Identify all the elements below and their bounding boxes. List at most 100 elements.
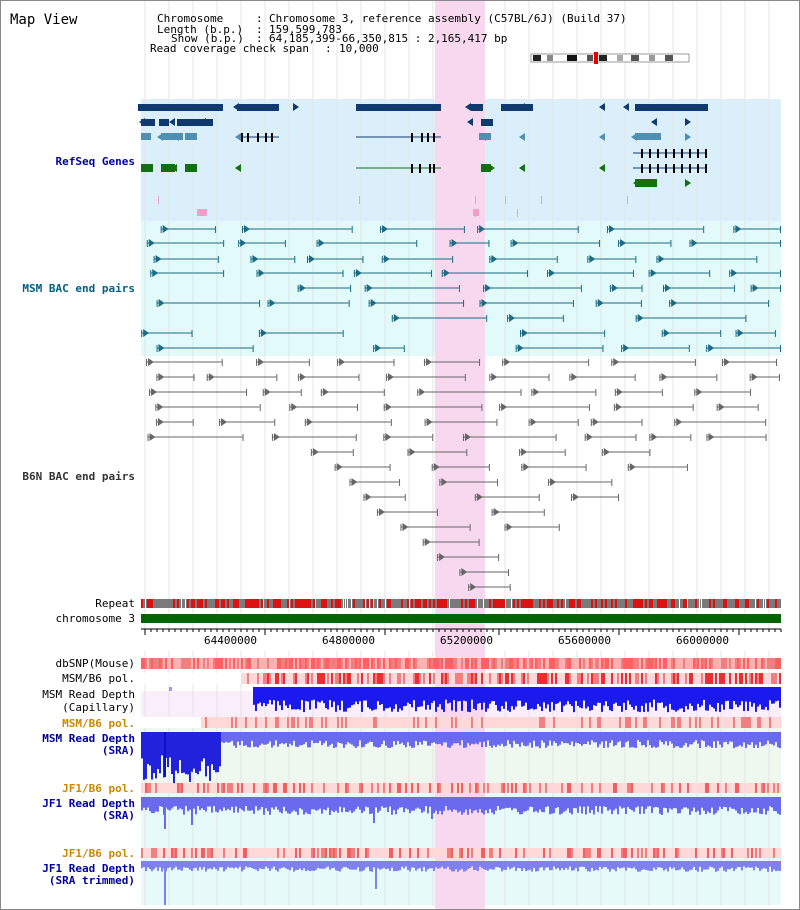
jf1-trim-depth-bar xyxy=(663,861,665,871)
msm-capillary-depth-bar xyxy=(387,687,389,709)
jf1-depth-bar xyxy=(405,797,407,809)
msm-b6-pol2-cell xyxy=(635,717,637,728)
jf1-b6-pol-cell xyxy=(743,783,745,793)
msm-sra-depth-bar xyxy=(681,732,683,748)
msm-sra-depth-bar xyxy=(655,732,657,748)
msm-sra-depth-bar xyxy=(155,732,157,779)
repeat-gap xyxy=(185,599,186,608)
jf1-b6-pol2-cell xyxy=(689,848,691,858)
jf1-depth-bar xyxy=(225,797,227,811)
jf1-b6-pol2-cell xyxy=(735,848,737,858)
jf1-trim-depth-bar xyxy=(409,861,411,872)
jf1-trim-depth-bar xyxy=(527,861,529,871)
msm-b6-pol2-cell xyxy=(391,717,393,728)
repeat-element xyxy=(173,599,175,608)
ideogram-band xyxy=(587,55,593,61)
jf1-b6-pol-cell xyxy=(747,783,749,793)
jf1-b6-pol2-cell xyxy=(557,848,559,858)
b6n-bac-pair-cap xyxy=(352,449,354,456)
msm-sra-depth-bar xyxy=(347,732,349,743)
msm-sra-depth-bar xyxy=(755,732,757,745)
jf1-b6-pol2-cell xyxy=(467,848,469,858)
jf1-b6-pol-cell xyxy=(437,783,439,793)
jf1-b6-pol-cell xyxy=(629,783,631,793)
header-show-value: 64,185,399-66,350,815 : 2,165,417 bp xyxy=(269,32,508,45)
msm-b6-pol2-cell xyxy=(425,717,427,728)
msm-b6-pol2-cell xyxy=(239,717,241,728)
msm-b6-pol-cell xyxy=(603,673,605,684)
msm-b6-pol-cell xyxy=(569,673,571,684)
msm-b6-pol-cell xyxy=(571,673,573,684)
msm-b6-pol2-cell xyxy=(219,717,221,728)
refseq-gene-arrow xyxy=(599,133,605,141)
jf1-trim-depth-bar xyxy=(671,861,673,869)
msm-sra-depth-bar xyxy=(331,732,333,744)
jf1-b6-pol2-cell xyxy=(733,848,735,858)
jf1-depth-bar xyxy=(533,797,535,813)
msm-b6-pol2-cell xyxy=(583,717,585,728)
msm-capillary-depth-bar xyxy=(747,687,749,711)
dbsnp-cell xyxy=(517,658,519,669)
dbsnp-cell xyxy=(307,658,309,669)
msm-b6-pol2-cell xyxy=(375,717,377,728)
dbsnp-cell xyxy=(179,658,181,669)
dbsnp-cell xyxy=(437,658,439,669)
jf1-depth-bar xyxy=(693,797,695,808)
msm-b6-pol-cell xyxy=(275,673,277,684)
msm-b6-pol-cell xyxy=(625,673,627,684)
track-label-b6n-bac[interactable]: B6N BAC end pairs xyxy=(22,470,135,483)
track-label-msm-depth-cap-2: (Capillary) xyxy=(62,701,135,714)
repeat-element xyxy=(683,599,685,608)
b6n-bac-pair-cap xyxy=(206,374,208,381)
jf1-depth-bar xyxy=(609,797,611,810)
jf1-trim-depth-bar xyxy=(173,861,175,869)
msm-capillary-depth-bar xyxy=(639,687,641,712)
b6n-bac-pair-cap xyxy=(749,374,751,381)
jf1-b6-pol2-cell xyxy=(303,848,305,858)
track-label-refseq[interactable]: RefSeq Genes xyxy=(55,155,135,168)
msm-b6-pol2-cell xyxy=(445,717,447,728)
msm-capillary-depth-bar xyxy=(345,687,347,712)
jf1-b6-pol2-cell xyxy=(305,848,307,858)
msm-capillary-depth-bar xyxy=(541,687,543,712)
jf1-depth-bar xyxy=(539,797,541,810)
msm-b6-pol-cell xyxy=(273,673,275,684)
jf1-b6-pol-cell xyxy=(773,783,775,793)
b6n-bac-pair-cap xyxy=(355,434,357,441)
msm-capillary-depth-bar xyxy=(457,687,459,702)
b6n-bac-pair-cap xyxy=(422,539,424,546)
msm-b6-pol2-cell xyxy=(571,717,573,728)
dbsnp-cell xyxy=(539,658,541,669)
jf1-b6-pol2-cell xyxy=(145,848,147,858)
track-label-msm-b6-pol-1: MSM/B6 pol. xyxy=(62,672,135,685)
jf1-depth-bar xyxy=(445,797,447,807)
jf1-b6-pol2-cell xyxy=(317,848,319,858)
msm-b6-pol-cell xyxy=(425,673,427,684)
jf1-depth-bar xyxy=(337,797,339,813)
msm-capillary-depth-bar xyxy=(355,687,357,702)
jf1-depth-bar xyxy=(543,797,545,813)
track-label-msm-bac[interactable]: MSM BAC end pairs xyxy=(22,282,135,295)
jf1-b6-pol2-cell xyxy=(179,848,181,858)
msm-sra-depth-bar xyxy=(235,732,237,748)
jf1-b6-pol-cell xyxy=(537,783,539,793)
msm-b6-pol2-cell xyxy=(367,717,369,728)
msm-bac-pair-end xyxy=(370,299,377,307)
jf1-depth-bar xyxy=(645,797,647,809)
jf1-b6-pol2-cell xyxy=(411,848,413,858)
msm-b6-pol2-cell xyxy=(321,717,323,728)
dbsnp-cell xyxy=(525,658,527,669)
msm-sra-depth-bar xyxy=(573,732,575,747)
jf1-depth-bar xyxy=(275,797,277,807)
jf1-b6-pol2-cell xyxy=(649,848,651,858)
msm-capillary-depth-bar xyxy=(707,687,709,711)
jf1-depth-bar xyxy=(393,797,395,811)
repeat-element xyxy=(287,599,289,608)
msm-capillary-depth-bar xyxy=(497,687,499,711)
jf1-b6-pol-cell xyxy=(493,783,495,793)
jf1-trim-depth-bar xyxy=(715,861,717,872)
chromosome-bar xyxy=(141,614,781,623)
msm-sra-depth-bar xyxy=(301,732,303,746)
msm-bac-pair-cap xyxy=(621,345,623,352)
